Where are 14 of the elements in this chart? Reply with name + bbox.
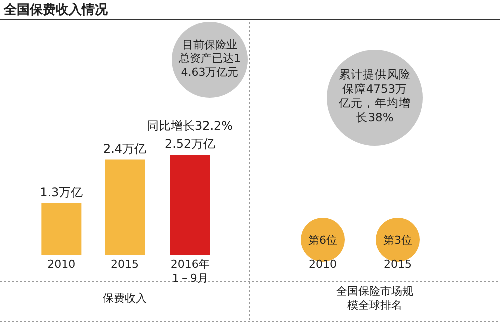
text: 累计提供风险保障4753万亿元，年均增长38% bbox=[338, 67, 411, 125]
text: 第6位 bbox=[308, 234, 338, 247]
data-label: 2.52万亿 bbox=[164, 137, 216, 151]
x-tick-label: 2010 bbox=[48, 258, 76, 271]
chart-title: 全国保费收入情况 bbox=[3, 2, 109, 18]
x-tick-label: 2015 bbox=[111, 258, 139, 271]
text: 目前保险业总资产已达14.63万亿元 bbox=[178, 38, 241, 79]
text: 第3位 bbox=[384, 234, 412, 247]
data-label: 1.3万亿 bbox=[40, 185, 84, 200]
x-axis-title: 保费收入 bbox=[103, 292, 147, 305]
text: 同比增长32.2% bbox=[146, 119, 234, 133]
x-tick-label: 2016年 1－9月 bbox=[170, 258, 210, 285]
text: 全国保险市场规模全球排名 bbox=[336, 285, 414, 312]
data-label: 2.4万亿 bbox=[103, 142, 147, 156]
